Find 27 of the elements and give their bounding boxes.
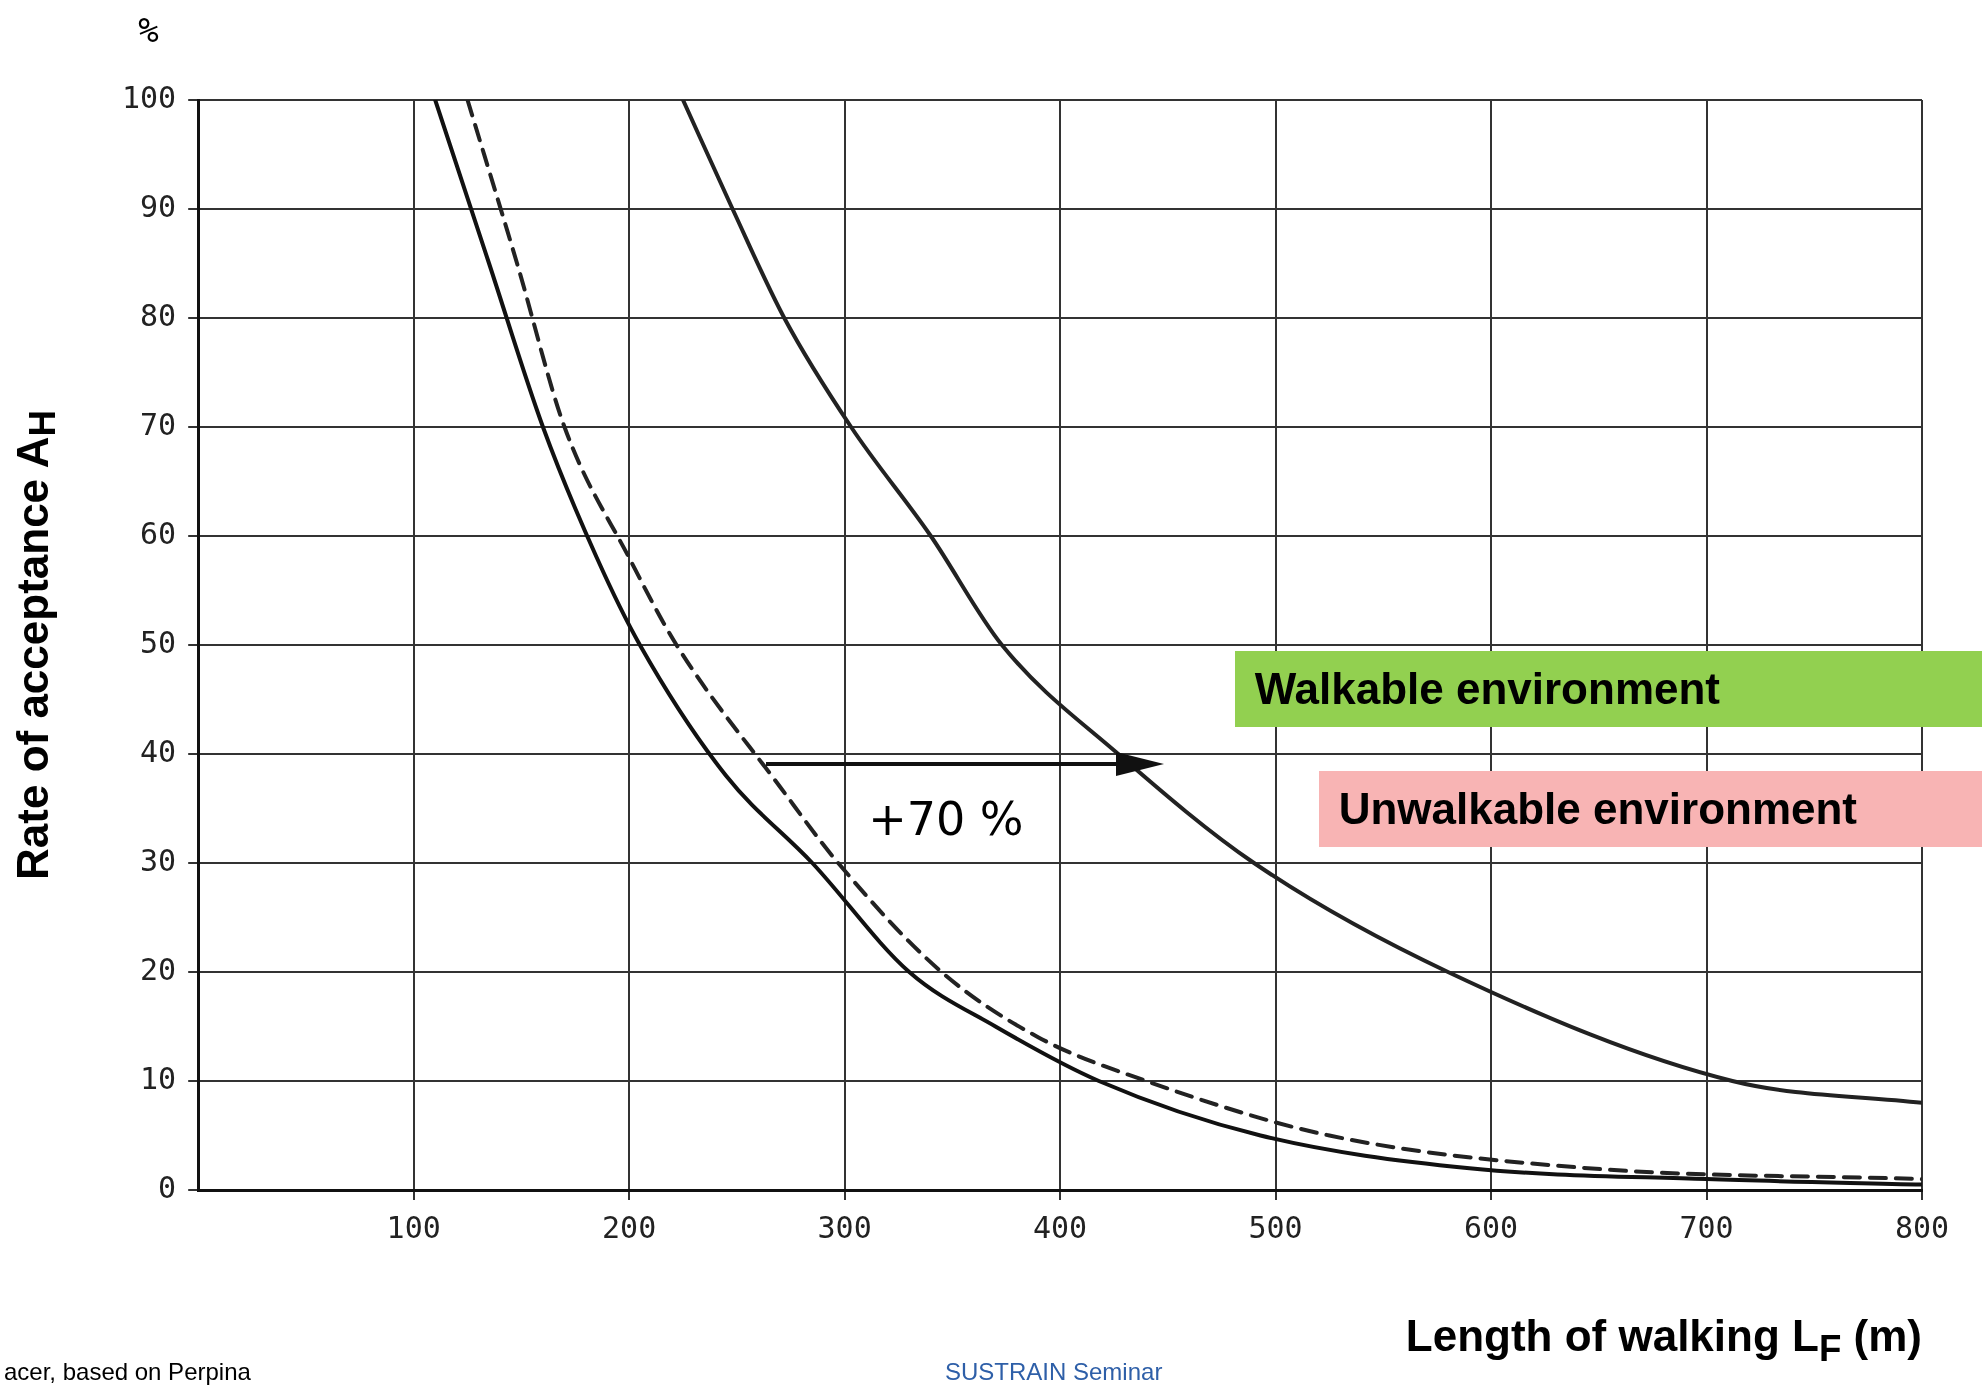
y-tick-label: 70 — [140, 406, 177, 442]
text: SUSTRAIN Seminar — [945, 1358, 1163, 1386]
x-tick-label: 300 — [817, 1209, 872, 1245]
text: % — [138, 10, 159, 50]
y-tick-label: 50 — [140, 624, 177, 660]
x-tick-label: 400 — [1033, 1209, 1088, 1245]
y-tick-label: 10 — [140, 1060, 177, 1096]
y-tick-label: 60 — [140, 515, 177, 551]
annotation: +70 % — [868, 792, 1024, 847]
x-tick-label: 700 — [1679, 1209, 1734, 1245]
y-tick-label: 100 — [122, 79, 177, 115]
y-tick-label: 80 — [140, 297, 177, 333]
y-tick-label: 40 — [140, 733, 177, 769]
x-tick-label: 500 — [1248, 1209, 1303, 1245]
x-tick-label: 600 — [1463, 1209, 1519, 1245]
x-tick-label: 800 — [1894, 1209, 1950, 1245]
text: acer, based on Perpina — [4, 1358, 251, 1386]
annotation: Unwalkable environment — [1337, 782, 1858, 835]
y-tick-label: 20 — [140, 951, 177, 987]
annotation: Walkable environment — [1253, 662, 1721, 715]
y-tick-label: 90 — [140, 188, 177, 224]
x-tick-label: 100 — [386, 1209, 441, 1245]
y-tick-label: 30 — [140, 842, 177, 878]
line-series — [681, 100, 1922, 1105]
y-tick-label: 0 — [158, 1169, 177, 1205]
x-axis-title: Length of walking L$_{F}$ (m) — [1405, 1311, 1922, 1370]
x-tick-label: 200 — [602, 1209, 657, 1245]
